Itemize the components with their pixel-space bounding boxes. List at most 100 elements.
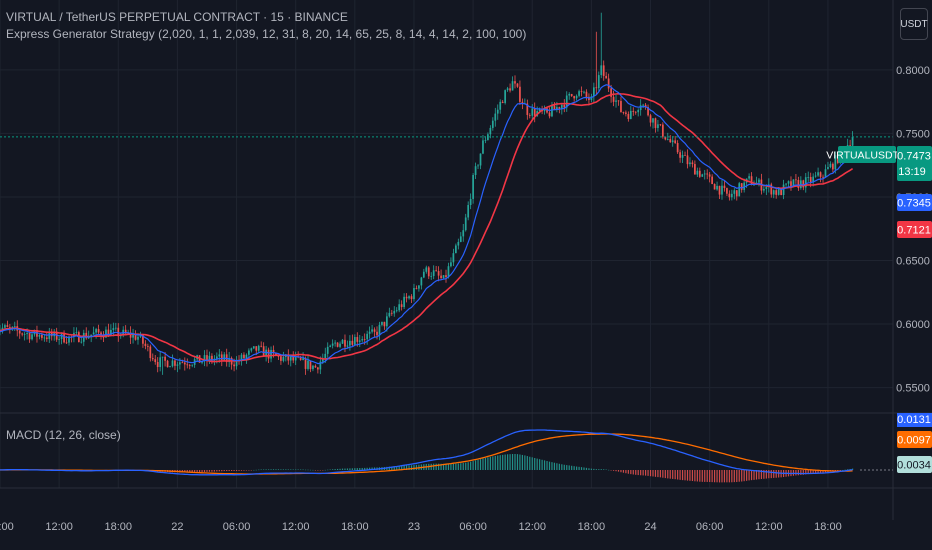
signal-value-tag-bg <box>897 431 932 448</box>
candle-body <box>68 336 70 343</box>
x-tick-label: 06:00 <box>459 521 487 533</box>
candle-body <box>38 334 41 337</box>
macd-hist-bar <box>455 463 457 470</box>
macd-hist-bar <box>477 459 479 470</box>
candle-body <box>255 346 258 351</box>
macd-hist-bar <box>307 469 309 471</box>
candle-body <box>743 182 746 190</box>
candle-body <box>583 91 585 93</box>
candle-body <box>341 339 344 344</box>
candle-body <box>698 170 701 177</box>
candle-body <box>467 205 470 218</box>
macd-hist-bar <box>795 470 797 476</box>
x-tick-label: 24 <box>644 521 656 533</box>
candle-body <box>802 180 805 188</box>
macd-hist-bar <box>726 470 728 483</box>
macd-hist-bar <box>245 470 248 471</box>
macd-hist-bar <box>226 470 228 472</box>
macd-hist-bar <box>265 469 267 470</box>
macd-hist-bar <box>548 461 551 470</box>
macd-hist-bar <box>812 470 814 474</box>
macd-hist-bar <box>534 457 536 470</box>
macd-hist-bar <box>524 455 526 470</box>
candle-body <box>592 87 595 97</box>
last-price-tag-bg <box>897 146 932 181</box>
macd-hist-bar <box>267 469 270 470</box>
macd-hist-bar <box>484 457 487 470</box>
candle-body <box>450 262 452 267</box>
candle-body <box>632 110 635 112</box>
candle-body <box>822 176 824 178</box>
macd-hist-bar <box>440 463 442 470</box>
macd-hist-bar <box>339 468 341 470</box>
macd-hist-bar <box>610 470 612 471</box>
macd-hist-bar <box>805 470 807 475</box>
candle-body <box>817 172 819 176</box>
macd-hist-bar <box>297 469 299 470</box>
macd-hist-bar <box>600 469 602 470</box>
candle-body <box>277 355 280 357</box>
macd-hist-bar <box>536 458 538 470</box>
macd-hist-bar <box>285 469 287 470</box>
candle-body <box>218 354 221 357</box>
macd-hist-bar <box>743 470 745 482</box>
macd-hist-bar <box>442 463 445 470</box>
candle-body <box>23 333 26 335</box>
macd-hist-bar <box>514 454 516 470</box>
macd-hist-bar <box>635 470 637 475</box>
candle-body <box>390 312 393 314</box>
candle-body <box>679 152 681 158</box>
indicator-legend[interactable]: Express Generator Strategy (2,020, 1, 1,… <box>6 27 527 41</box>
macd-legend[interactable]: MACD (12, 26, close) <box>6 428 121 442</box>
currency-button[interactable]: USDT <box>900 8 928 40</box>
candle-body <box>405 296 408 299</box>
macd-hist-bar <box>203 470 206 472</box>
candle-body <box>28 333 31 340</box>
candle-body <box>353 337 356 345</box>
candle-body <box>289 356 292 361</box>
candle-body <box>344 339 346 347</box>
macd-hist-bar <box>208 470 211 472</box>
candle-body <box>373 329 376 332</box>
candle-body <box>506 88 509 91</box>
candle-body <box>560 104 563 110</box>
macd-hist-bar <box>566 465 568 470</box>
x-tick-label: 12:00 <box>755 521 783 533</box>
candle-body <box>437 270 440 276</box>
macd-hist-bar <box>238 470 240 471</box>
macd-hist-bar <box>558 463 560 470</box>
candle-body <box>8 326 11 328</box>
macd-hist-bar <box>553 462 556 470</box>
macd-hist-bar <box>802 470 804 475</box>
candle-body <box>782 184 785 196</box>
candle-body <box>223 354 226 361</box>
macd-hist-bar <box>691 470 694 482</box>
candle-body <box>129 332 132 338</box>
candle-body <box>740 183 743 190</box>
macd-hist-bar <box>627 470 629 474</box>
candle-body <box>41 334 43 338</box>
candle-body <box>661 124 664 137</box>
candle-body <box>713 184 716 190</box>
candle-body <box>252 346 255 349</box>
candle-body <box>474 166 477 176</box>
candle-body <box>578 91 580 96</box>
macd-hist-bar <box>396 466 398 470</box>
macd-hist-bar <box>465 462 467 470</box>
candle-body <box>689 162 691 165</box>
macd-hist-bar <box>277 469 280 470</box>
macd-hist-bar <box>694 470 696 482</box>
macd-hist-bar <box>304 469 307 471</box>
y-tick-label: 0.5500 <box>896 383 930 395</box>
macd-hist-bar <box>231 470 233 471</box>
macd-hist-bar <box>669 470 671 479</box>
candle-body <box>324 353 327 359</box>
candle-body <box>812 176 815 183</box>
candle-body <box>257 345 260 351</box>
macd-hist-bar <box>605 469 607 470</box>
macd-hist-bar <box>280 469 282 470</box>
candle-body <box>455 245 457 254</box>
macd-hist-bar <box>736 470 738 483</box>
candle-body <box>445 275 447 278</box>
macd-hist-bar <box>206 470 208 472</box>
